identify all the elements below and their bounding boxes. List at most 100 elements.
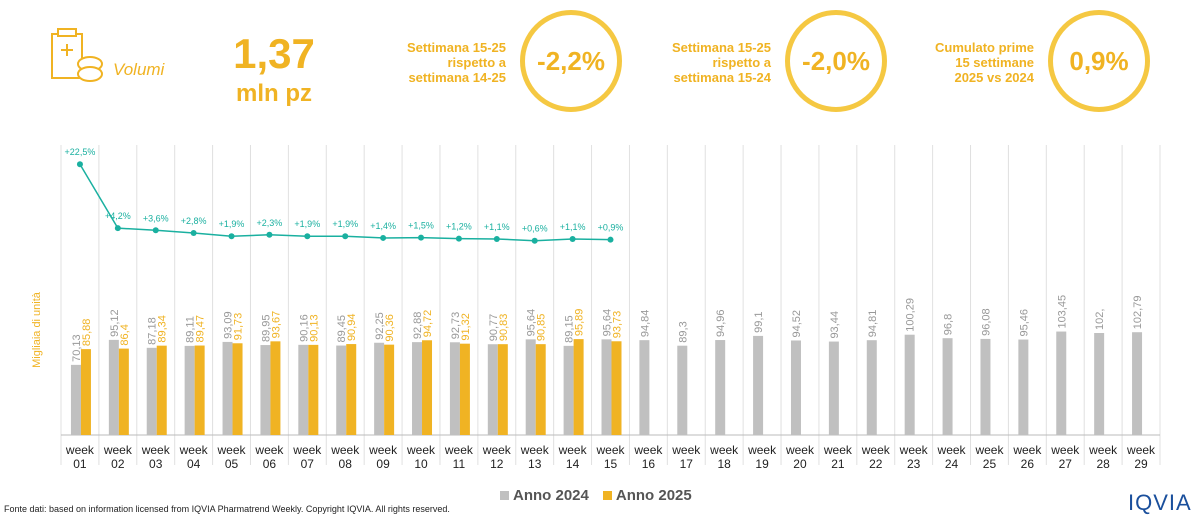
x-tick-label: week 09 (369, 443, 398, 471)
growth-point (569, 235, 576, 242)
bar (1132, 332, 1143, 435)
bar (828, 341, 839, 435)
bar-label: 90,83 (498, 314, 510, 342)
bar-label: 87,18 (147, 317, 159, 345)
x-tick-label: week 22 (861, 443, 890, 471)
x-tick-label: week 23 (899, 443, 928, 471)
bar (384, 344, 395, 435)
kpi-label-line: settimana 15-24 (673, 70, 771, 85)
growth-label: +22,5% (65, 147, 96, 157)
bar-label: 89,47 (195, 315, 207, 343)
bar (563, 345, 574, 435)
bar (790, 340, 801, 435)
bar-label: 95,89 (574, 309, 586, 337)
legend-text: Anno 2025 (615, 487, 692, 504)
kpi-circle: 0,9% (1048, 10, 1150, 112)
bar (980, 338, 991, 435)
bar-label: 95,64 (602, 309, 614, 337)
bar (904, 334, 915, 435)
growth-point (114, 225, 121, 232)
logo: IQVIA (1128, 490, 1192, 515)
bar-label: 95,12 (109, 309, 121, 337)
x-tick-label: week 21 (823, 443, 852, 471)
bar (146, 347, 157, 435)
bar-label: 89,11 (185, 316, 197, 343)
bar (184, 345, 195, 435)
x-tick-label: week 26 (1013, 443, 1042, 471)
legend-swatch (602, 491, 612, 500)
growth-label: +1,9% (219, 219, 245, 229)
growth-point (455, 235, 462, 242)
bar-label: 94,81 (867, 310, 879, 338)
bar (753, 335, 764, 435)
bar (866, 340, 877, 435)
bar-label: 89,3 (677, 321, 689, 342)
growth-point (266, 231, 273, 238)
bar-label: 91,73 (233, 313, 245, 341)
x-tick-label: week 07 (293, 443, 322, 471)
growth-label: +2,3% (257, 218, 283, 228)
bar-label: 90,77 (488, 314, 500, 342)
bar (232, 343, 243, 435)
bar (1018, 339, 1029, 435)
bar (1094, 333, 1105, 435)
bar-label: 100,29 (905, 298, 917, 332)
legend-item: Anno 2025 (602, 487, 692, 504)
bar (270, 341, 281, 435)
bar (298, 344, 309, 435)
kpi-unit: mln pz (236, 80, 312, 107)
x-tick-label: week 16 (634, 443, 663, 471)
x-tick-label: week 08 (331, 443, 360, 471)
bar (497, 344, 508, 435)
bar (422, 340, 433, 435)
growth-point (152, 227, 159, 234)
growth-label: +3,6% (143, 213, 169, 223)
kpi-label-line: 2025 vs 2024 (954, 70, 1034, 85)
kpi-label: Settimana 15-25 rispetto a settimana 15-24 (560, 40, 771, 85)
bar-label: 70,13 (71, 334, 83, 362)
bar (346, 344, 357, 435)
kpi-label-line: Settimana 15-25 (407, 40, 506, 55)
growth-label: +1,9% (294, 219, 320, 229)
bar (222, 341, 233, 435)
bar (601, 339, 612, 435)
bar-label: 90,16 (298, 314, 310, 342)
bar (942, 338, 953, 435)
x-tick-label: week 05 (217, 443, 246, 471)
x-tick-label: week 06 (255, 443, 284, 471)
kpi-label-line: rispetto a (447, 55, 506, 70)
bar-label: 93,67 (270, 311, 282, 339)
bar (412, 342, 423, 435)
bar (677, 345, 688, 435)
growth-point (190, 230, 197, 237)
growth-point (531, 237, 538, 244)
bar (374, 342, 385, 435)
kpi-circle: -2,2% (520, 10, 622, 112)
x-tick-label: week 19 (748, 443, 777, 471)
bar-label: 85,88 (81, 319, 93, 347)
bar-label: 96,08 (980, 308, 992, 336)
legend-text: Anno 2024 (513, 487, 589, 504)
bar (308, 344, 319, 435)
kpi-label-line: Settimana 15-25 (672, 40, 771, 55)
growth-point (76, 161, 83, 168)
bar (118, 348, 129, 435)
x-tick-label: week 24 (937, 443, 966, 471)
bar-label: 90,85 (536, 314, 548, 342)
bar (108, 339, 119, 435)
bar (715, 340, 726, 435)
bar (70, 364, 81, 435)
kpi-circle: -2,0% (785, 10, 887, 112)
source: Fonte dati: based on information license… (4, 504, 450, 514)
bar (194, 345, 205, 435)
kpi-label: Cumulato prime 15 settimane 2025 vs 2024 (825, 40, 1034, 85)
growth-label: +1,2% (446, 222, 472, 232)
bar (449, 342, 460, 435)
kpi-label-line: Cumulato prime (935, 40, 1034, 55)
bar-label: 103,45 (1056, 295, 1068, 329)
bar-label: 93,09 (223, 311, 235, 339)
bar-label: 92,88 (412, 312, 424, 340)
x-tick-label: week 20 (785, 443, 814, 471)
bar-label: 86,4 (119, 324, 131, 345)
legend-item: Anno 2024 (500, 487, 589, 504)
